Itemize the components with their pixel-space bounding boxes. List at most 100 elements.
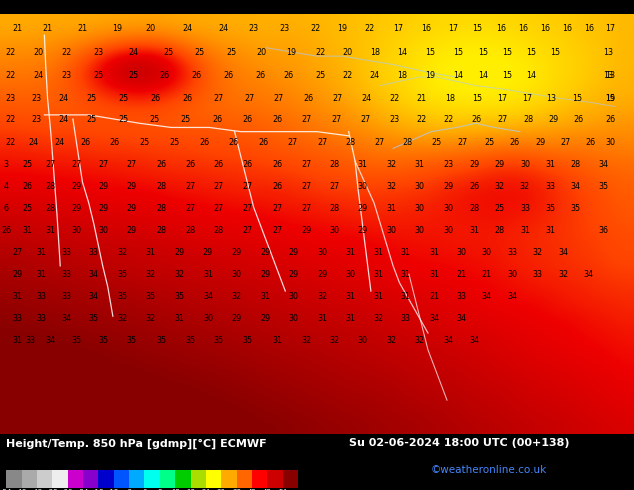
- Text: 19: 19: [337, 24, 347, 33]
- Text: 35: 35: [117, 270, 127, 279]
- Bar: [22, 470, 37, 488]
- Text: 29: 29: [288, 270, 299, 279]
- Text: 15: 15: [453, 49, 463, 57]
- Text: 27: 27: [560, 138, 571, 147]
- Text: 30: 30: [605, 138, 616, 147]
- Text: 15: 15: [572, 94, 582, 102]
- Text: 19: 19: [425, 71, 435, 79]
- Text: 17: 17: [522, 94, 533, 102]
- Text: 27: 27: [185, 182, 195, 191]
- Text: 32: 32: [301, 336, 311, 345]
- Text: 35: 35: [117, 292, 127, 301]
- Text: 32: 32: [330, 336, 340, 345]
- Text: 31: 31: [401, 292, 411, 301]
- Text: 28: 28: [214, 226, 224, 235]
- Bar: [53, 470, 68, 488]
- Text: 28: 28: [469, 204, 479, 213]
- Text: 22: 22: [6, 49, 16, 57]
- Text: 32: 32: [533, 248, 543, 257]
- Text: 27: 27: [331, 116, 341, 124]
- Text: 29: 29: [443, 182, 453, 191]
- Text: 26: 26: [472, 116, 482, 124]
- Text: 29: 29: [260, 248, 270, 257]
- Text: 30: 30: [415, 226, 425, 235]
- Text: 21: 21: [42, 24, 53, 33]
- Text: 19: 19: [112, 24, 122, 33]
- Text: 31: 31: [545, 226, 555, 235]
- Text: 29: 29: [203, 248, 213, 257]
- Text: 32: 32: [386, 160, 396, 169]
- Text: 26: 26: [199, 138, 209, 147]
- Text: 31: 31: [22, 226, 32, 235]
- Text: 32: 32: [495, 182, 505, 191]
- Text: 25: 25: [119, 94, 129, 102]
- Text: 23: 23: [31, 116, 41, 124]
- Text: 27: 27: [361, 116, 371, 124]
- Text: 27: 27: [127, 160, 137, 169]
- Text: 31: 31: [520, 226, 530, 235]
- Text: 30: 30: [482, 248, 492, 257]
- Text: 31: 31: [429, 270, 439, 279]
- Text: 25: 25: [149, 116, 159, 124]
- Text: 27: 27: [330, 182, 340, 191]
- Text: 34: 34: [429, 314, 439, 323]
- Text: 26: 26: [157, 160, 167, 169]
- Text: 26: 26: [242, 116, 252, 124]
- Text: 25: 25: [226, 49, 236, 57]
- Text: 28: 28: [185, 226, 195, 235]
- Text: 24: 24: [182, 24, 192, 33]
- Text: 27: 27: [214, 204, 224, 213]
- Text: 34: 34: [469, 336, 479, 345]
- Text: 26: 26: [283, 71, 294, 79]
- Text: 25: 25: [87, 94, 97, 102]
- Text: 16: 16: [518, 24, 528, 33]
- Text: 27: 27: [214, 94, 224, 102]
- Bar: [175, 470, 191, 488]
- Text: 34: 34: [89, 292, 99, 301]
- Text: 30: 30: [358, 182, 368, 191]
- Text: 26: 26: [191, 71, 202, 79]
- Text: 29: 29: [548, 116, 559, 124]
- Text: 15: 15: [526, 49, 536, 57]
- Text: 34: 34: [571, 182, 581, 191]
- Text: 28: 28: [46, 182, 56, 191]
- Text: 31: 31: [12, 292, 22, 301]
- Text: 17: 17: [448, 24, 458, 33]
- Text: 32: 32: [117, 248, 127, 257]
- Bar: [83, 470, 98, 488]
- Text: 23: 23: [249, 24, 259, 33]
- Text: 35: 35: [242, 336, 252, 345]
- Text: Su 02-06-2024 18:00 UTC (00+138): Su 02-06-2024 18:00 UTC (00+138): [349, 438, 569, 448]
- Text: 21: 21: [417, 94, 427, 102]
- Text: 20: 20: [257, 49, 267, 57]
- Text: 31: 31: [386, 204, 396, 213]
- Text: 32: 32: [386, 182, 396, 191]
- Text: 30: 30: [330, 226, 340, 235]
- Text: 26: 26: [223, 71, 233, 79]
- Bar: [68, 470, 83, 488]
- Text: 32: 32: [386, 336, 396, 345]
- Text: 27: 27: [333, 94, 343, 102]
- Text: 32: 32: [231, 292, 242, 301]
- Text: 20: 20: [342, 49, 353, 57]
- Text: 13: 13: [604, 71, 614, 79]
- Text: 16: 16: [496, 24, 506, 33]
- Text: 27: 27: [46, 160, 56, 169]
- Bar: [191, 470, 206, 488]
- Text: 13: 13: [605, 71, 616, 79]
- Text: 25: 25: [169, 138, 179, 147]
- Text: 29: 29: [495, 160, 505, 169]
- Text: 29: 29: [260, 314, 270, 323]
- Text: 30: 30: [98, 226, 108, 235]
- Text: 27: 27: [214, 182, 224, 191]
- Bar: [129, 470, 145, 488]
- Text: 29: 29: [535, 138, 545, 147]
- Text: 24: 24: [33, 71, 43, 79]
- Text: 35: 35: [545, 204, 555, 213]
- Text: 27: 27: [71, 160, 81, 169]
- Text: 24: 24: [58, 94, 68, 102]
- Text: 14: 14: [398, 49, 408, 57]
- Text: ©weatheronline.co.uk: ©weatheronline.co.uk: [431, 465, 547, 475]
- Text: 30: 30: [346, 270, 356, 279]
- Text: 34: 34: [456, 314, 467, 323]
